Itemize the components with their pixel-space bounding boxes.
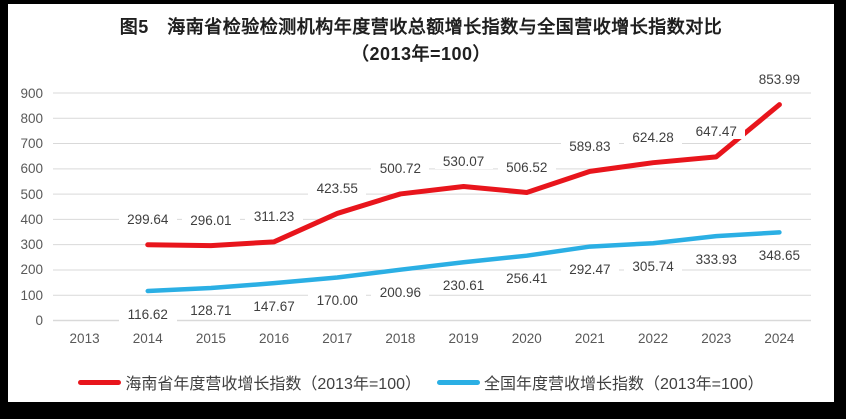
data-label: 305.74 xyxy=(624,258,683,274)
chart-panel: 图5 海南省检验检测机构年度营收总额增长指数与全国营收增长指数对比 （2013年… xyxy=(8,4,834,402)
data-label: 200.96 xyxy=(371,285,430,301)
x-axis-tick: 2016 xyxy=(259,331,290,346)
series-line-0 xyxy=(145,102,782,249)
data-label: 292.47 xyxy=(560,262,619,278)
data-label: 128.71 xyxy=(181,303,240,319)
y-axis-tick: 900 xyxy=(20,85,43,101)
x-axis-tick: 2019 xyxy=(448,331,479,346)
data-label: 256.41 xyxy=(497,271,556,287)
legend-item-national: 全国年度营收增长指数（2013年=100） xyxy=(437,370,764,394)
x-axis-tick: 2020 xyxy=(511,331,542,346)
legend: 海南省年度营收增长指数（2013年=100） 全国年度营收增长指数（2013年=… xyxy=(8,368,834,396)
data-label: 296.01 xyxy=(181,213,240,229)
chart-title-line2: （2013年=100） xyxy=(350,44,492,64)
national-series-swatch xyxy=(437,379,480,385)
plot-area: 0 100 200 300 400 500 600 700 800 900 2013 2014 2015… xyxy=(8,4,834,402)
data-label: 311.23 xyxy=(245,209,304,225)
data-label: 170.00 xyxy=(308,293,367,309)
data-label: 647.47 xyxy=(687,124,746,140)
x-axis-tick: 2013 xyxy=(69,331,100,346)
x-axis-tick: 2023 xyxy=(701,331,732,346)
y-axis-tick: 400 xyxy=(20,211,43,227)
data-label: 624.28 xyxy=(624,130,683,146)
x-axis-tick: 2017 xyxy=(322,331,353,346)
x-axis-tick: 2015 xyxy=(195,331,226,346)
y-axis-tick: 700 xyxy=(20,136,43,152)
legend-item-hainan: 海南省年度营收增长指数（2013年=100） xyxy=(78,370,421,394)
y-axis-tick: 600 xyxy=(20,161,43,177)
legend-label-national: 全国年度营收增长指数（2013年=100） xyxy=(484,376,764,393)
data-label: 299.64 xyxy=(118,212,177,228)
data-label: 116.62 xyxy=(118,306,177,322)
x-axis-tick: 2022 xyxy=(638,331,669,346)
hainan-series-swatch xyxy=(78,379,122,385)
data-label: 230.61 xyxy=(434,277,493,293)
y-axis-tick: 0 xyxy=(35,313,43,328)
legend-label-hainan: 海南省年度营收增长指数（2013年=100） xyxy=(125,376,421,393)
y-axis-tick: 800 xyxy=(20,110,43,126)
data-label: 506.52 xyxy=(497,159,556,175)
data-label: 423.55 xyxy=(308,180,367,196)
data-label: 853.99 xyxy=(750,72,809,88)
data-label: 333.93 xyxy=(687,251,746,267)
x-axis-tick: 2014 xyxy=(132,331,163,346)
y-axis-tick: 100 xyxy=(20,287,43,303)
y-axis-tick: 200 xyxy=(20,262,43,278)
data-label: 500.72 xyxy=(371,161,430,177)
x-axis-tick: 2021 xyxy=(574,331,605,346)
data-label: 530.07 xyxy=(434,154,493,169)
y-axis-tick: 500 xyxy=(20,186,43,202)
y-axis-tick: 300 xyxy=(20,237,43,253)
series-line-1 xyxy=(145,230,782,294)
chart-plot-svg xyxy=(53,92,811,322)
data-label: 348.65 xyxy=(750,247,809,263)
data-label: 147.67 xyxy=(245,298,304,314)
data-label: 589.83 xyxy=(560,138,619,154)
x-axis-tick: 2024 xyxy=(764,331,795,346)
chart-title: 图5 海南省检验检测机构年度营收总额增长指数与全国营收增长指数对比 （2013年… xyxy=(8,14,834,68)
x-axis-tick: 2018 xyxy=(385,331,416,346)
chart-title-line1: 图5 海南省检验检测机构年度营收总额增长指数与全国营收增长指数对比 xyxy=(119,17,723,37)
